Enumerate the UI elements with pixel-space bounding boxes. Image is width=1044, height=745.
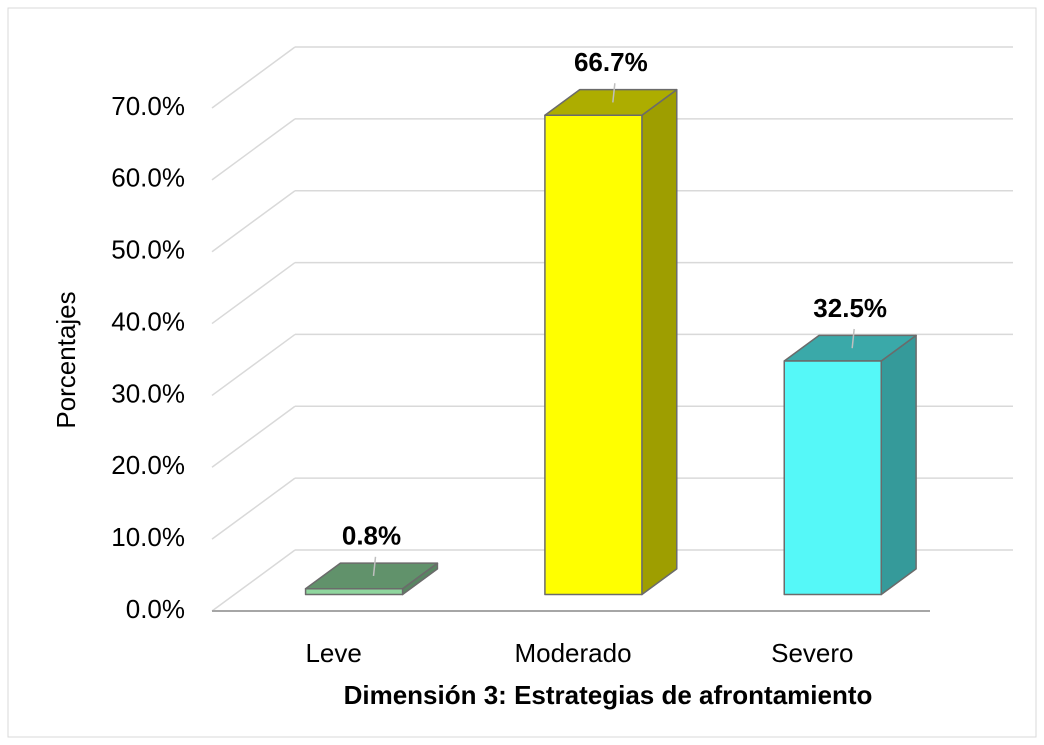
x-tick-label: Severo (771, 638, 853, 668)
grid-line (211, 477, 296, 540)
y-tick-label: 30.0% (111, 378, 185, 408)
bar-side (641, 88, 678, 596)
y-tick-label: 50.0% (111, 235, 185, 265)
value-label: 0.8% (342, 521, 401, 551)
y-tick-label: 40.0% (111, 306, 185, 336)
grid-line (211, 549, 296, 612)
leader-line (372, 556, 377, 577)
y-tick-label: 60.0% (111, 163, 185, 193)
x-tick-label: Moderado (514, 638, 631, 668)
y-tick-label: 70.0% (111, 91, 185, 121)
y-tick-label: 0.0% (126, 594, 185, 624)
grid-line (211, 405, 296, 468)
grid-line (211, 261, 296, 325)
bar (783, 360, 882, 596)
bar-side (880, 334, 917, 596)
leader-line (612, 83, 616, 103)
grid-line (211, 190, 296, 253)
grid-line (211, 118, 296, 181)
y-axis-title: Porcentajes (51, 291, 81, 428)
x-tick-label: Leve (305, 638, 361, 668)
leader-line (851, 328, 855, 349)
y-tick-label: 10.0% (111, 522, 185, 552)
x-axis-title: Dimensión 3: Estrategias de afrontamient… (344, 680, 873, 710)
value-label: 32.5% (813, 293, 887, 323)
value-label: 66.7% (574, 47, 648, 77)
bar (304, 588, 404, 596)
y-tick-label: 20.0% (111, 450, 185, 480)
grid-line (211, 46, 296, 109)
grid-line (211, 333, 296, 397)
bar (544, 114, 643, 596)
